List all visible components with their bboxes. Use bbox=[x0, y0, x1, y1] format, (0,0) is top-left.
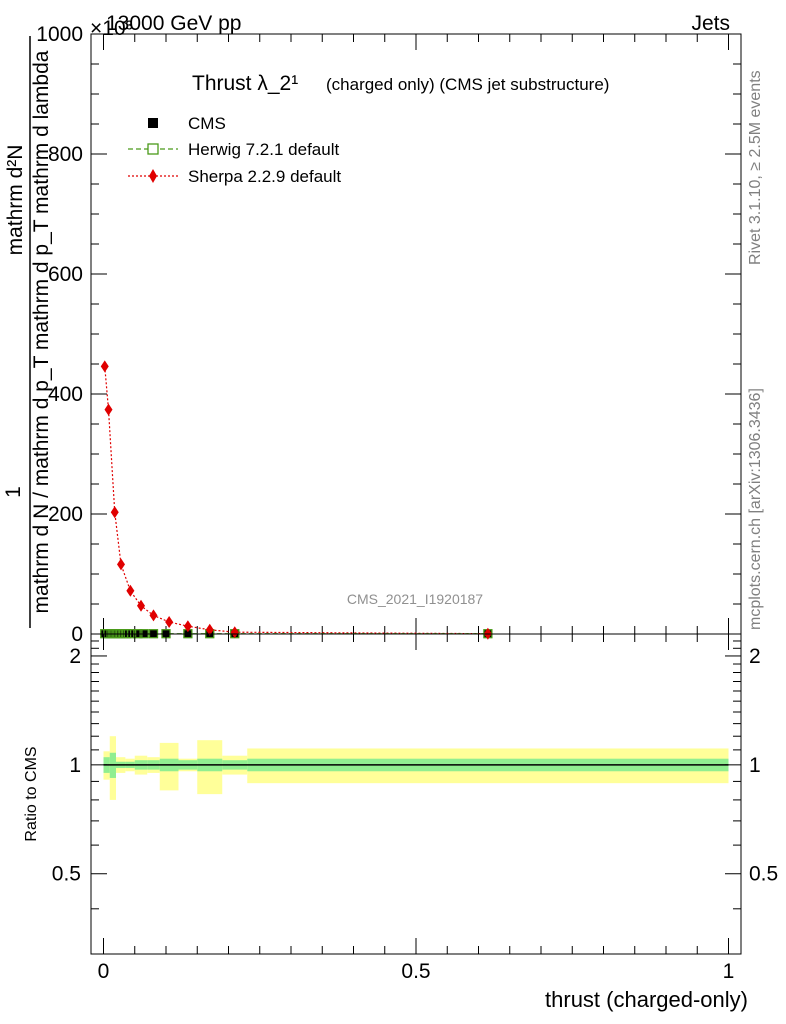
y-tick-label: 1000 bbox=[36, 23, 83, 46]
ratio-tick-label: 0.5 bbox=[749, 863, 778, 886]
sherpa-point bbox=[126, 584, 135, 597]
sherpa-point bbox=[149, 609, 158, 622]
header-process: Jets bbox=[691, 12, 730, 35]
ratio-axis-label: Ratio to CMS bbox=[23, 746, 40, 841]
rivet-version-label: Rivet 3.1.10, ≥ 2.5M events bbox=[747, 70, 764, 265]
y-axis-label-prefix: 1 bbox=[2, 486, 25, 498]
ratio-tick-label: 2 bbox=[69, 645, 81, 668]
ratio-tick-label: 1 bbox=[69, 754, 81, 777]
legend: CMS Herwig 7.2.1 default Sherpa 2.2.9 defa… bbox=[128, 114, 341, 186]
legend-herwig-marker bbox=[147, 143, 159, 155]
ratio-tick-label: 0.5 bbox=[52, 863, 81, 886]
sherpa-point bbox=[137, 599, 145, 612]
y-axis-label-numerator: mathrm d²N bbox=[4, 145, 27, 256]
ratio-tick-label: 1 bbox=[749, 754, 761, 777]
legend-label: CMS bbox=[188, 114, 226, 133]
sherpa-point bbox=[183, 620, 192, 633]
y-tick-label: 400 bbox=[48, 383, 83, 406]
y-tick-label: 800 bbox=[48, 143, 83, 166]
legend-cms-marker bbox=[148, 118, 158, 128]
sherpa-point bbox=[104, 403, 113, 416]
x-tick-label: 1 bbox=[723, 960, 735, 983]
plot-title: Thrust λ_2¹ bbox=[192, 72, 298, 95]
y-tick-label: 600 bbox=[48, 263, 83, 286]
sherpa-point bbox=[100, 360, 109, 373]
ratio-plot-frame bbox=[90, 633, 742, 955]
x-tick-label: 0 bbox=[98, 960, 110, 983]
sherpa-line bbox=[104, 366, 488, 635]
legend-sherpa-marker bbox=[149, 169, 157, 183]
y-axis-label-denominator: mathrm d N / mathrm d p_T mathrm d p_T m… bbox=[30, 50, 53, 613]
y-axis-label: 1 mathrm d²N mathrm d N / mathrm d p_T m… bbox=[2, 36, 53, 628]
sherpa-point bbox=[165, 616, 174, 628]
y-tick-label: 0 bbox=[71, 623, 83, 646]
x-tick-label: 0.5 bbox=[401, 960, 430, 983]
plot-subtitle: (charged only) (CMS jet substructure) bbox=[326, 75, 609, 94]
sherpa-point bbox=[110, 506, 119, 519]
sherpa-point bbox=[230, 626, 239, 639]
sherpa-point bbox=[117, 558, 125, 571]
legend-label: Herwig 7.2.1 default bbox=[188, 140, 339, 159]
header-collision: 13000 GeV pp bbox=[106, 12, 241, 35]
y-tick-label: 200 bbox=[48, 503, 83, 526]
main-plot-panel: 0 200 400 600 800 1000 Thrust λ_2¹ (charged o… bbox=[36, 23, 742, 646]
watermark: CMS_2021_I1920187 bbox=[347, 591, 483, 607]
ratio-plot-panel: 0.5 0.5 1 1 2 2 Ratio to CMS bbox=[23, 633, 778, 955]
mcplots-label: mcplots.cern.ch [arXiv:1306.3436] bbox=[747, 388, 764, 630]
sherpa-point bbox=[205, 623, 214, 636]
legend-label: Sherpa 2.2.9 default bbox=[188, 167, 341, 186]
x-axis-label: thrust (charged-only) bbox=[545, 987, 748, 1012]
ratio-tick-label: 2 bbox=[749, 645, 761, 668]
